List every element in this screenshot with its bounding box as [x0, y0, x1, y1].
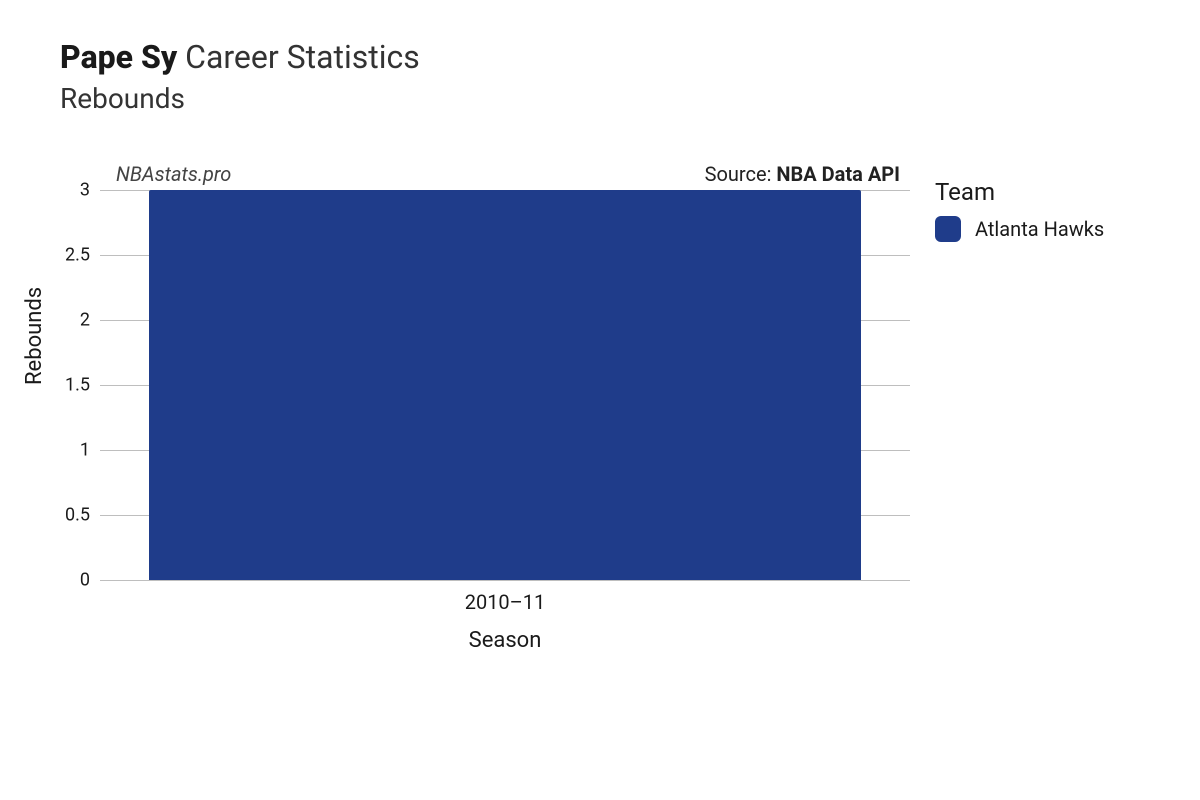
legend-title: Team — [935, 178, 1104, 206]
y-axis-label: Rebounds — [22, 287, 47, 385]
title-suffix: Career Statistics — [185, 38, 420, 76]
title-block: Pape Sy Career Statistics Rebounds — [60, 38, 420, 115]
y-tick-label: 1.5 — [65, 375, 100, 396]
chart-container: Pape Sy Career Statistics Rebounds NBAst… — [0, 0, 1200, 800]
y-tick-label: 3 — [80, 180, 100, 201]
title-metric: Rebounds — [60, 82, 420, 115]
title-line1: Pape Sy Career Statistics — [60, 38, 420, 76]
x-axis-label: Season — [100, 628, 910, 653]
source-attribution: Source: NBA Data API — [705, 162, 900, 186]
y-tick-label: 2 — [80, 310, 100, 331]
y-tick-label: 1 — [80, 440, 100, 461]
y-tick-label: 0.5 — [65, 505, 100, 526]
x-tick-label: 2010–11 — [465, 580, 546, 614]
bar — [149, 190, 862, 580]
source-name: NBA Data API — [776, 162, 900, 186]
plot-area: 00.511.522.532010–11 — [100, 190, 910, 580]
legend-label: Atlanta Hawks — [975, 217, 1104, 241]
legend-swatch — [935, 216, 961, 242]
legend-items: Atlanta Hawks — [935, 216, 1104, 242]
y-tick-label: 0 — [80, 570, 100, 591]
player-name: Pape Sy — [60, 38, 177, 76]
legend-item: Atlanta Hawks — [935, 216, 1104, 242]
legend: Team Atlanta Hawks — [935, 178, 1104, 242]
y-tick-label: 2.5 — [65, 245, 100, 266]
source-prefix: Source: — [705, 162, 777, 186]
watermark: NBAstats.pro — [116, 162, 231, 186]
